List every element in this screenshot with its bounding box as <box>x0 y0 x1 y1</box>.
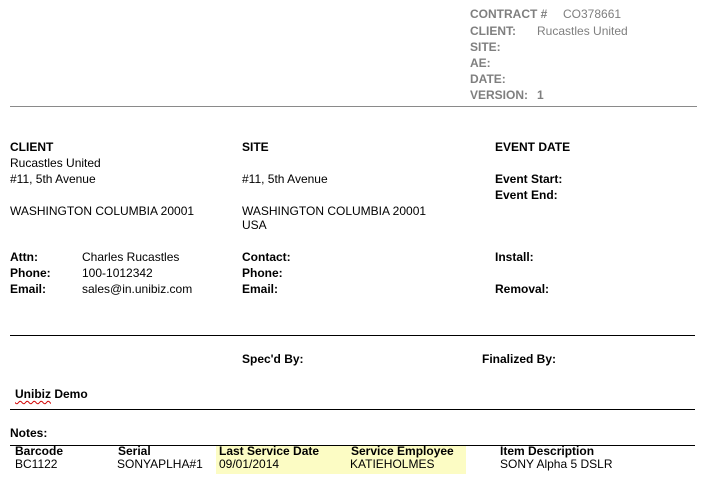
site-country: USA <box>242 218 267 232</box>
client-address1: #11, 5th Avenue <box>10 172 96 186</box>
email-label: Email: <box>10 282 47 296</box>
phone-value: 100-1012342 <box>82 266 153 280</box>
specd-by-label: Spec'd By: <box>242 352 304 366</box>
site-phone-label: Phone: <box>242 266 283 280</box>
client-label: CLIENT: <box>470 24 516 38</box>
attn-value: Charles Rucastles <box>82 250 180 264</box>
column-header: Serial <box>118 444 151 458</box>
divider <box>10 335 695 336</box>
ae-label: AE: <box>470 56 491 70</box>
site-heading: SITE <box>242 140 269 154</box>
company-name-part2: Demo <box>54 387 88 401</box>
column-header: Item Description <box>500 444 595 458</box>
event-start-label: Event Start: <box>495 172 563 186</box>
finalized-by-label: Finalized By: <box>482 352 557 366</box>
contract-number: CO378661 <box>563 7 622 21</box>
column-header: Last Service Date <box>219 444 320 458</box>
company-name-part1: Unibiz <box>15 387 51 401</box>
cell-barcode: BC1122 <box>15 457 58 471</box>
attn-label: Attn: <box>10 250 38 264</box>
event-end-label: Event End: <box>495 188 558 202</box>
version-label: VERSION: <box>470 88 529 102</box>
site-label: SITE: <box>470 40 501 54</box>
cell-serial: SONYAPLHA#1 <box>117 457 203 471</box>
divider <box>10 106 697 107</box>
client-value: Rucastles United <box>537 24 628 38</box>
contract-label: CONTRACT # <box>470 7 548 21</box>
cell-service-employee: KATIEHOLMES <box>350 457 435 471</box>
client-name: Rucastles United <box>10 156 101 170</box>
column-header: Barcode <box>15 444 64 458</box>
removal-label: Removal: <box>495 282 550 296</box>
cell-last-service-date: 09/01/2014 <box>219 457 280 471</box>
divider <box>10 409 695 410</box>
site-address1: #11, 5th Avenue <box>242 172 328 186</box>
column-header: Service Employee <box>351 444 454 458</box>
date-label: DATE: <box>470 72 506 86</box>
company-name: Unibiz Demo <box>15 387 88 401</box>
event-heading: EVENT DATE <box>495 140 571 154</box>
phone-label: Phone: <box>10 266 51 280</box>
highlight <box>216 446 466 474</box>
site-address2: WASHINGTON COLUMBIA 20001 <box>242 204 427 218</box>
client-heading: CLIENT <box>10 140 54 154</box>
email-value: sales@in.unibiz.com <box>82 282 193 296</box>
contact-label: Contact: <box>242 250 291 264</box>
notes-label: Notes: <box>10 426 48 440</box>
site-email-label: Email: <box>242 282 279 296</box>
cell-item-description: SONY Alpha 5 DSLR <box>500 457 613 471</box>
version-value: 1 <box>537 88 544 102</box>
install-label: Install: <box>495 250 534 264</box>
divider <box>10 445 695 446</box>
client-address2: WASHINGTON COLUMBIA 20001 <box>10 204 195 218</box>
